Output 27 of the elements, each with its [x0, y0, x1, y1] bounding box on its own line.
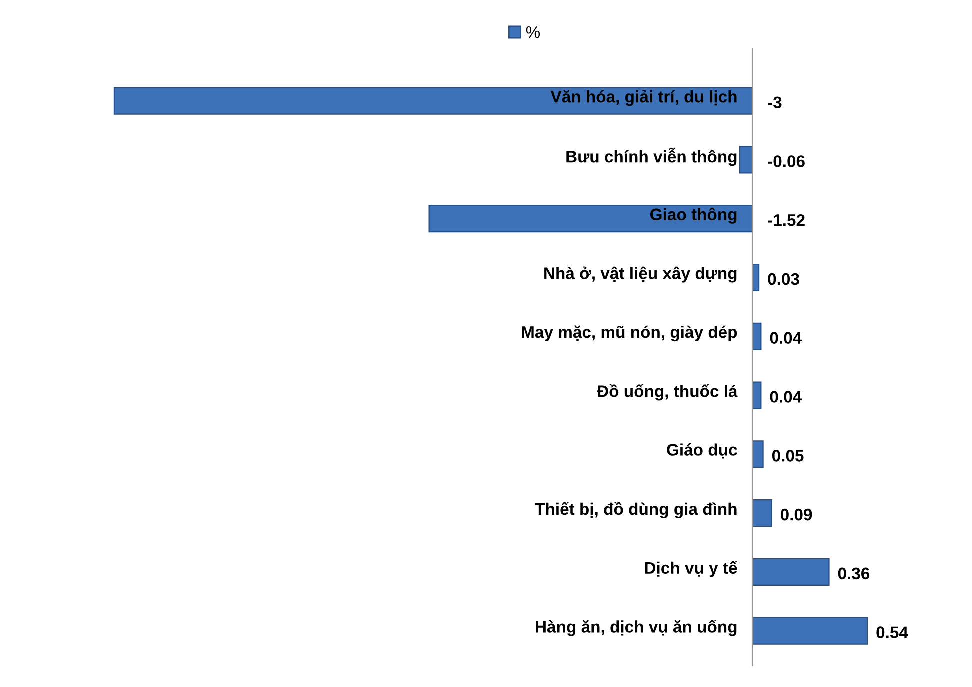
- y-tick-label: Thiết bị, đồ dùng gia đình: [535, 502, 737, 519]
- bar: [428, 205, 754, 233]
- data-label: 0.36: [838, 568, 870, 580]
- bar: [752, 617, 868, 645]
- bar: [752, 558, 830, 586]
- data-label: -1.52: [768, 214, 805, 226]
- data-label: 0.09: [780, 508, 812, 521]
- y-tick-label: Đồ uống, thuốc lá: [597, 384, 738, 401]
- y-tick-label: Nhà ở, vật liệu xây dựng: [544, 266, 737, 283]
- data-label: 0.03: [768, 273, 800, 286]
- y-tick-label: Hàng ăn, dịch vụ ăn uống: [536, 620, 737, 636]
- data-label: -3: [768, 96, 782, 109]
- bar: [739, 146, 754, 174]
- data-label: 0.04: [770, 391, 802, 403]
- y-tick-label: Giao thông: [650, 208, 737, 224]
- legend-label: %: [526, 26, 540, 38]
- data-label: -0.06: [768, 156, 805, 168]
- y-tick-label: May mặc, mũ nón, giày dép: [522, 326, 738, 342]
- y-tick-label: Bưu chính viễn thông: [566, 148, 737, 166]
- y-tick-label: Văn hóa, giải trí, du lịch: [550, 90, 737, 106]
- data-label: 0.05: [772, 450, 804, 462]
- data-label: 0.54: [876, 626, 908, 638]
- y-tick-label: Dịch vụ y tế: [645, 561, 738, 578]
- bar: [752, 499, 772, 528]
- bar: [114, 87, 754, 115]
- data-label: 0.04: [770, 332, 802, 344]
- y-tick-label: Giáo dục: [667, 444, 738, 459]
